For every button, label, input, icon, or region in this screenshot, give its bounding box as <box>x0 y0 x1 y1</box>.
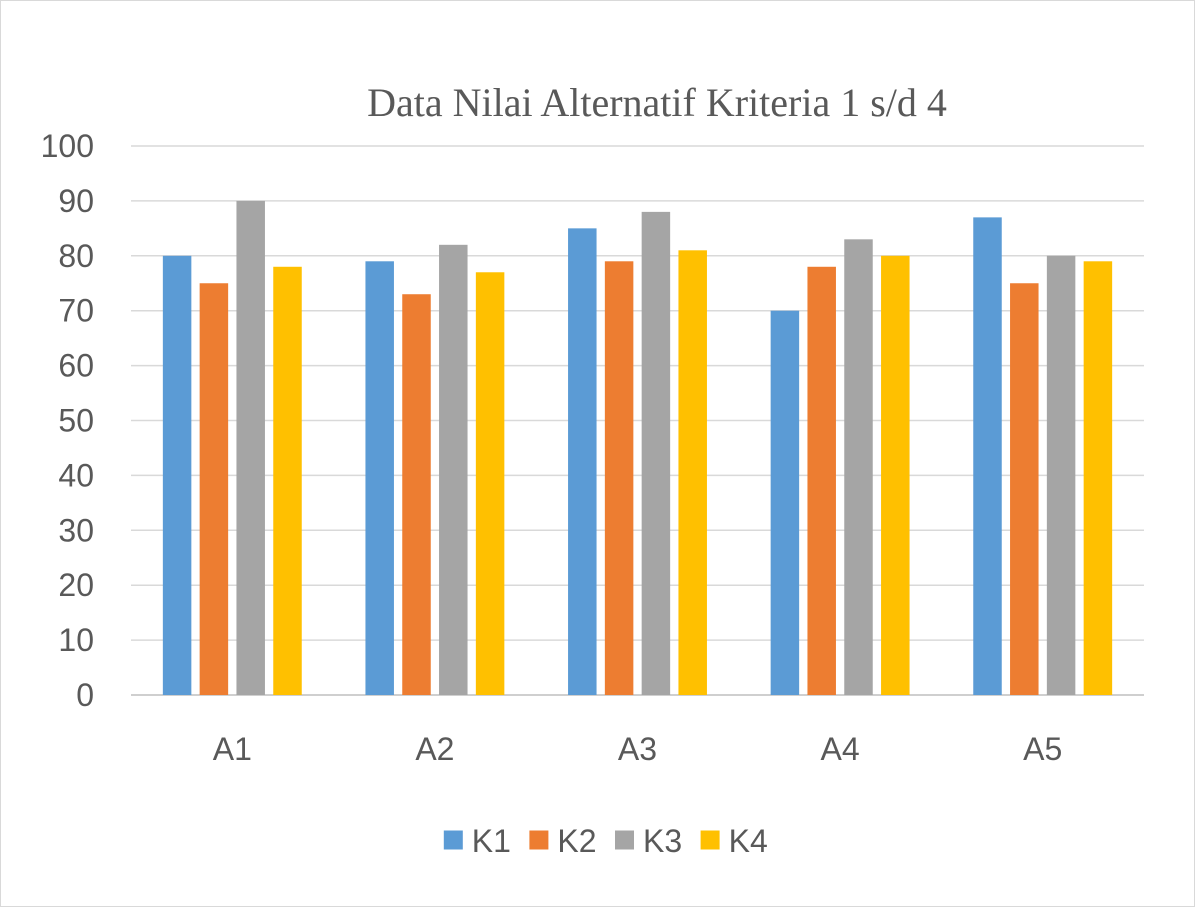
y-tick-label: 100 <box>41 128 94 164</box>
bar-a2-k2 <box>402 294 431 695</box>
y-axis-tick-labels: 0 10 20 30 40 50 60 70 80 90 100 <box>41 128 94 713</box>
bar-a3-k2 <box>604 261 634 695</box>
bar-a5-k1 <box>973 217 1002 695</box>
legend-label-k4: K4 <box>729 823 768 859</box>
bar-a1-k1 <box>162 255 192 696</box>
legend-label-k1: K1 <box>472 823 511 859</box>
legend-swatch-k4 <box>700 830 720 850</box>
x-tick-label: A1 <box>213 731 252 767</box>
bar-a4-k2 <box>807 266 836 695</box>
bar-a2-k3 <box>439 244 468 695</box>
legend-swatch-k3 <box>615 830 634 850</box>
bar-a5-k4 <box>1083 261 1113 695</box>
y-tick-label: 90 <box>58 183 94 219</box>
y-tick-label: 30 <box>58 512 94 548</box>
y-tick-label: 40 <box>58 457 94 493</box>
bar-a1-k3 <box>236 200 265 695</box>
y-tick-label: 50 <box>58 403 94 439</box>
bar-a5-k3 <box>1046 255 1076 696</box>
legend: K1 K2 K3 K4 <box>443 823 768 859</box>
x-tick-label: A3 <box>618 731 657 767</box>
legend-label-k3: K3 <box>643 823 682 859</box>
legend-swatch-k2 <box>529 830 549 850</box>
legend-swatch-k1 <box>443 830 463 850</box>
x-tick-label: A4 <box>821 731 860 767</box>
bar-a3-k4 <box>678 250 707 695</box>
bar-a3-k1 <box>568 228 597 695</box>
y-tick-label: 70 <box>58 293 94 329</box>
x-axis-tick-labels: A1 A2 A3 A4 A5 <box>213 731 1063 767</box>
bar-a5-k2 <box>1010 283 1039 695</box>
bar-a2-k1 <box>365 261 394 695</box>
bar-a2-k4 <box>475 272 505 695</box>
y-tick-label: 20 <box>58 567 94 603</box>
bar-a1-k2 <box>199 283 229 695</box>
x-tick-label: A2 <box>415 731 454 767</box>
chart-title: Data Nilai Alternatif Kriteria 1 s/d 4 <box>367 80 947 125</box>
bar-a3-k3 <box>641 211 671 695</box>
bar-a1-k4 <box>273 266 302 695</box>
legend-label-k2: K2 <box>557 823 596 859</box>
bar-a4-k1 <box>770 310 800 695</box>
y-tick-label: 0 <box>76 677 94 713</box>
y-tick-label: 10 <box>58 622 94 658</box>
bars <box>162 200 1113 696</box>
bar-a4-k4 <box>881 255 910 696</box>
y-tick-label: 60 <box>58 348 94 384</box>
y-tick-label: 80 <box>58 238 94 274</box>
x-tick-label: A5 <box>1023 731 1062 767</box>
bar-a4-k3 <box>844 239 873 695</box>
